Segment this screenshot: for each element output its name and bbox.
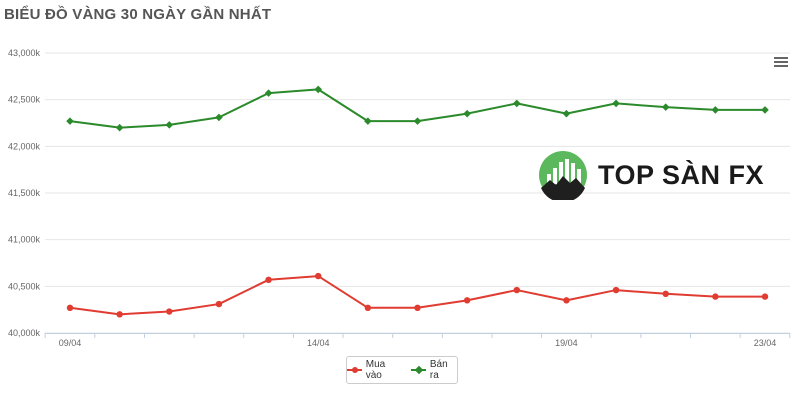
data-point-sell: [364, 117, 372, 125]
watermark-logo: TOP SÀN FX: [538, 150, 764, 200]
x-tick-label: 14/04: [307, 338, 330, 348]
data-point-sell: [562, 109, 571, 118]
logo-text: TOP SÀN FX: [598, 159, 765, 190]
chart-title: BIỂU ĐỒ VÀNG 30 NGÀY GẦN NHẤT: [4, 6, 272, 23]
data-point-buy: [315, 272, 322, 280]
legend-item-buy[interactable]: Mua vào: [347, 359, 401, 381]
data-point-buy: [761, 293, 769, 300]
data-point-buy: [364, 304, 372, 311]
data-point-sell: [314, 85, 323, 94]
data-point-sell: [413, 117, 422, 125]
data-point-buy: [414, 304, 421, 311]
data-point-sell: [512, 99, 521, 108]
data-point-sell: [612, 99, 620, 108]
data-point-buy: [66, 304, 74, 311]
data-point-buy: [662, 290, 669, 297]
y-tick-label: 40,500k: [8, 281, 41, 291]
data-point-sell: [711, 106, 720, 114]
y-tick-label: 43,000k: [8, 48, 41, 58]
x-tick-label: 23/04: [754, 338, 777, 348]
y-tick-label: 42,500k: [8, 95, 41, 105]
y-tick-label: 41,000k: [8, 235, 41, 245]
legend-swatch-sell: [411, 365, 426, 375]
data-point-sell: [463, 109, 471, 118]
data-point-buy: [712, 293, 719, 300]
bull-chart-logo-icon: [539, 151, 587, 200]
x-tick-label: 09/04: [59, 338, 82, 348]
legend-swatch-buy: [347, 365, 362, 375]
data-point-buy: [215, 300, 223, 308]
data-point-sell: [66, 117, 74, 125]
data-point-buy: [463, 297, 471, 304]
data-point-sell: [165, 121, 174, 129]
data-point-sell: [115, 123, 124, 132]
chart-legend: Mua vào Bán ra: [346, 356, 458, 384]
data-point-buy: [513, 286, 520, 294]
y-tick-label: 40,000k: [8, 328, 41, 338]
legend-label-buy: Mua vào: [365, 359, 386, 381]
legend-item-sell[interactable]: Bán ra: [411, 359, 457, 381]
data-point-sell: [215, 113, 223, 122]
data-point-sell: [264, 89, 273, 97]
data-point-sell: [761, 106, 769, 114]
data-point-buy: [116, 311, 123, 318]
y-tick-label: 42,000k: [8, 141, 41, 151]
data-point-sell: [661, 103, 670, 111]
hamburger-menu-icon[interactable]: [774, 55, 788, 69]
data-point-buy: [265, 276, 272, 283]
data-point-buy: [563, 297, 570, 304]
data-point-buy: [612, 286, 620, 294]
legend-label-sell: Bán ra: [429, 359, 448, 381]
y-tick-label: 41,500k: [8, 188, 41, 198]
data-point-buy: [166, 308, 173, 315]
x-tick-label: 19/04: [555, 338, 578, 348]
